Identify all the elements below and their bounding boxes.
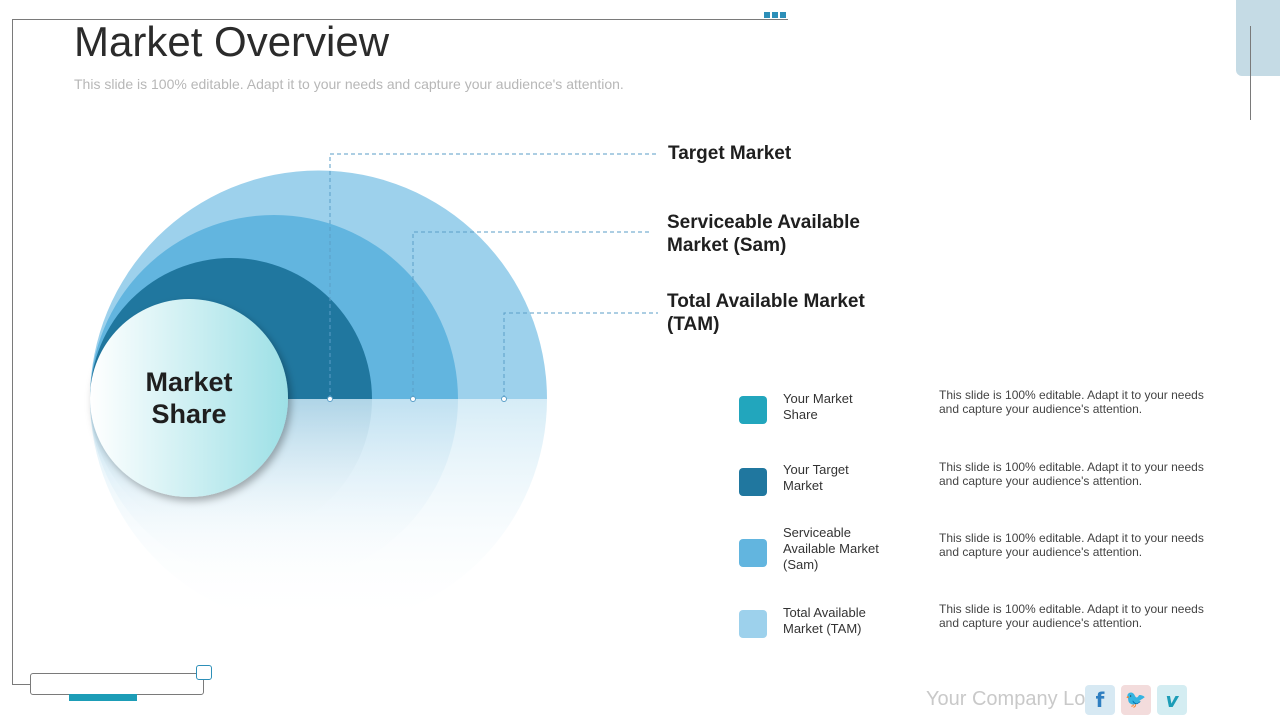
sam-label: Serviceable Available Market (Sam) bbox=[667, 212, 860, 256]
sam-connector-dot bbox=[410, 396, 416, 402]
legend-name-sam: Serviceable Available Market (Sam) bbox=[783, 525, 879, 572]
vimeo-icon[interactable]: v bbox=[1157, 685, 1187, 715]
decor-dots bbox=[764, 12, 786, 18]
legend-swatch-tam bbox=[739, 610, 767, 638]
tam-connector bbox=[503, 312, 658, 399]
bottom-accent-bar bbox=[69, 694, 137, 701]
market-diagram bbox=[90, 153, 658, 628]
facebook-icon[interactable]: f bbox=[1085, 685, 1115, 715]
page-subtitle: This slide is 100% editable. Adapt it to… bbox=[74, 76, 624, 92]
target-market-label: Target Market bbox=[668, 143, 792, 164]
legend-swatch-market-share bbox=[739, 396, 767, 424]
tam-label: Total Available Market (TAM) bbox=[667, 291, 865, 335]
tam-connector-dot bbox=[501, 396, 507, 402]
company-logo-text: Your Company Logo bbox=[926, 688, 1108, 710]
corner-line bbox=[1250, 26, 1251, 120]
target-connector bbox=[329, 153, 658, 399]
market-share-circle bbox=[90, 299, 288, 497]
legend-desc-sam: This slide is 100% editable. Adapt it to… bbox=[939, 531, 1204, 559]
frame-top-line bbox=[12, 19, 788, 20]
market-share-label: Market Share bbox=[145, 367, 233, 429]
bottom-square bbox=[196, 665, 212, 680]
twitter-icon[interactable]: 🐦 bbox=[1121, 685, 1151, 715]
corner-tab bbox=[1236, 0, 1280, 76]
page-title: Market Overview bbox=[74, 18, 390, 65]
frame-bottom-line bbox=[12, 684, 30, 685]
bottom-box bbox=[30, 673, 204, 695]
target-connector-dot bbox=[327, 396, 333, 402]
legend-swatch-sam bbox=[739, 539, 767, 567]
frame-left-line bbox=[12, 19, 13, 685]
legend-desc-market-share: This slide is 100% editable. Adapt it to… bbox=[939, 388, 1204, 416]
legend-name-target-market: Your Target Market bbox=[783, 462, 849, 493]
legend-name-market-share: Your Market Share bbox=[783, 391, 853, 422]
legend-desc-target-market: This slide is 100% editable. Adapt it to… bbox=[939, 460, 1204, 488]
legend-name-tam: Total Available Market (TAM) bbox=[783, 605, 866, 636]
legend-swatch-target-market bbox=[739, 468, 767, 496]
legend-desc-tam: This slide is 100% editable. Adapt it to… bbox=[939, 602, 1204, 630]
